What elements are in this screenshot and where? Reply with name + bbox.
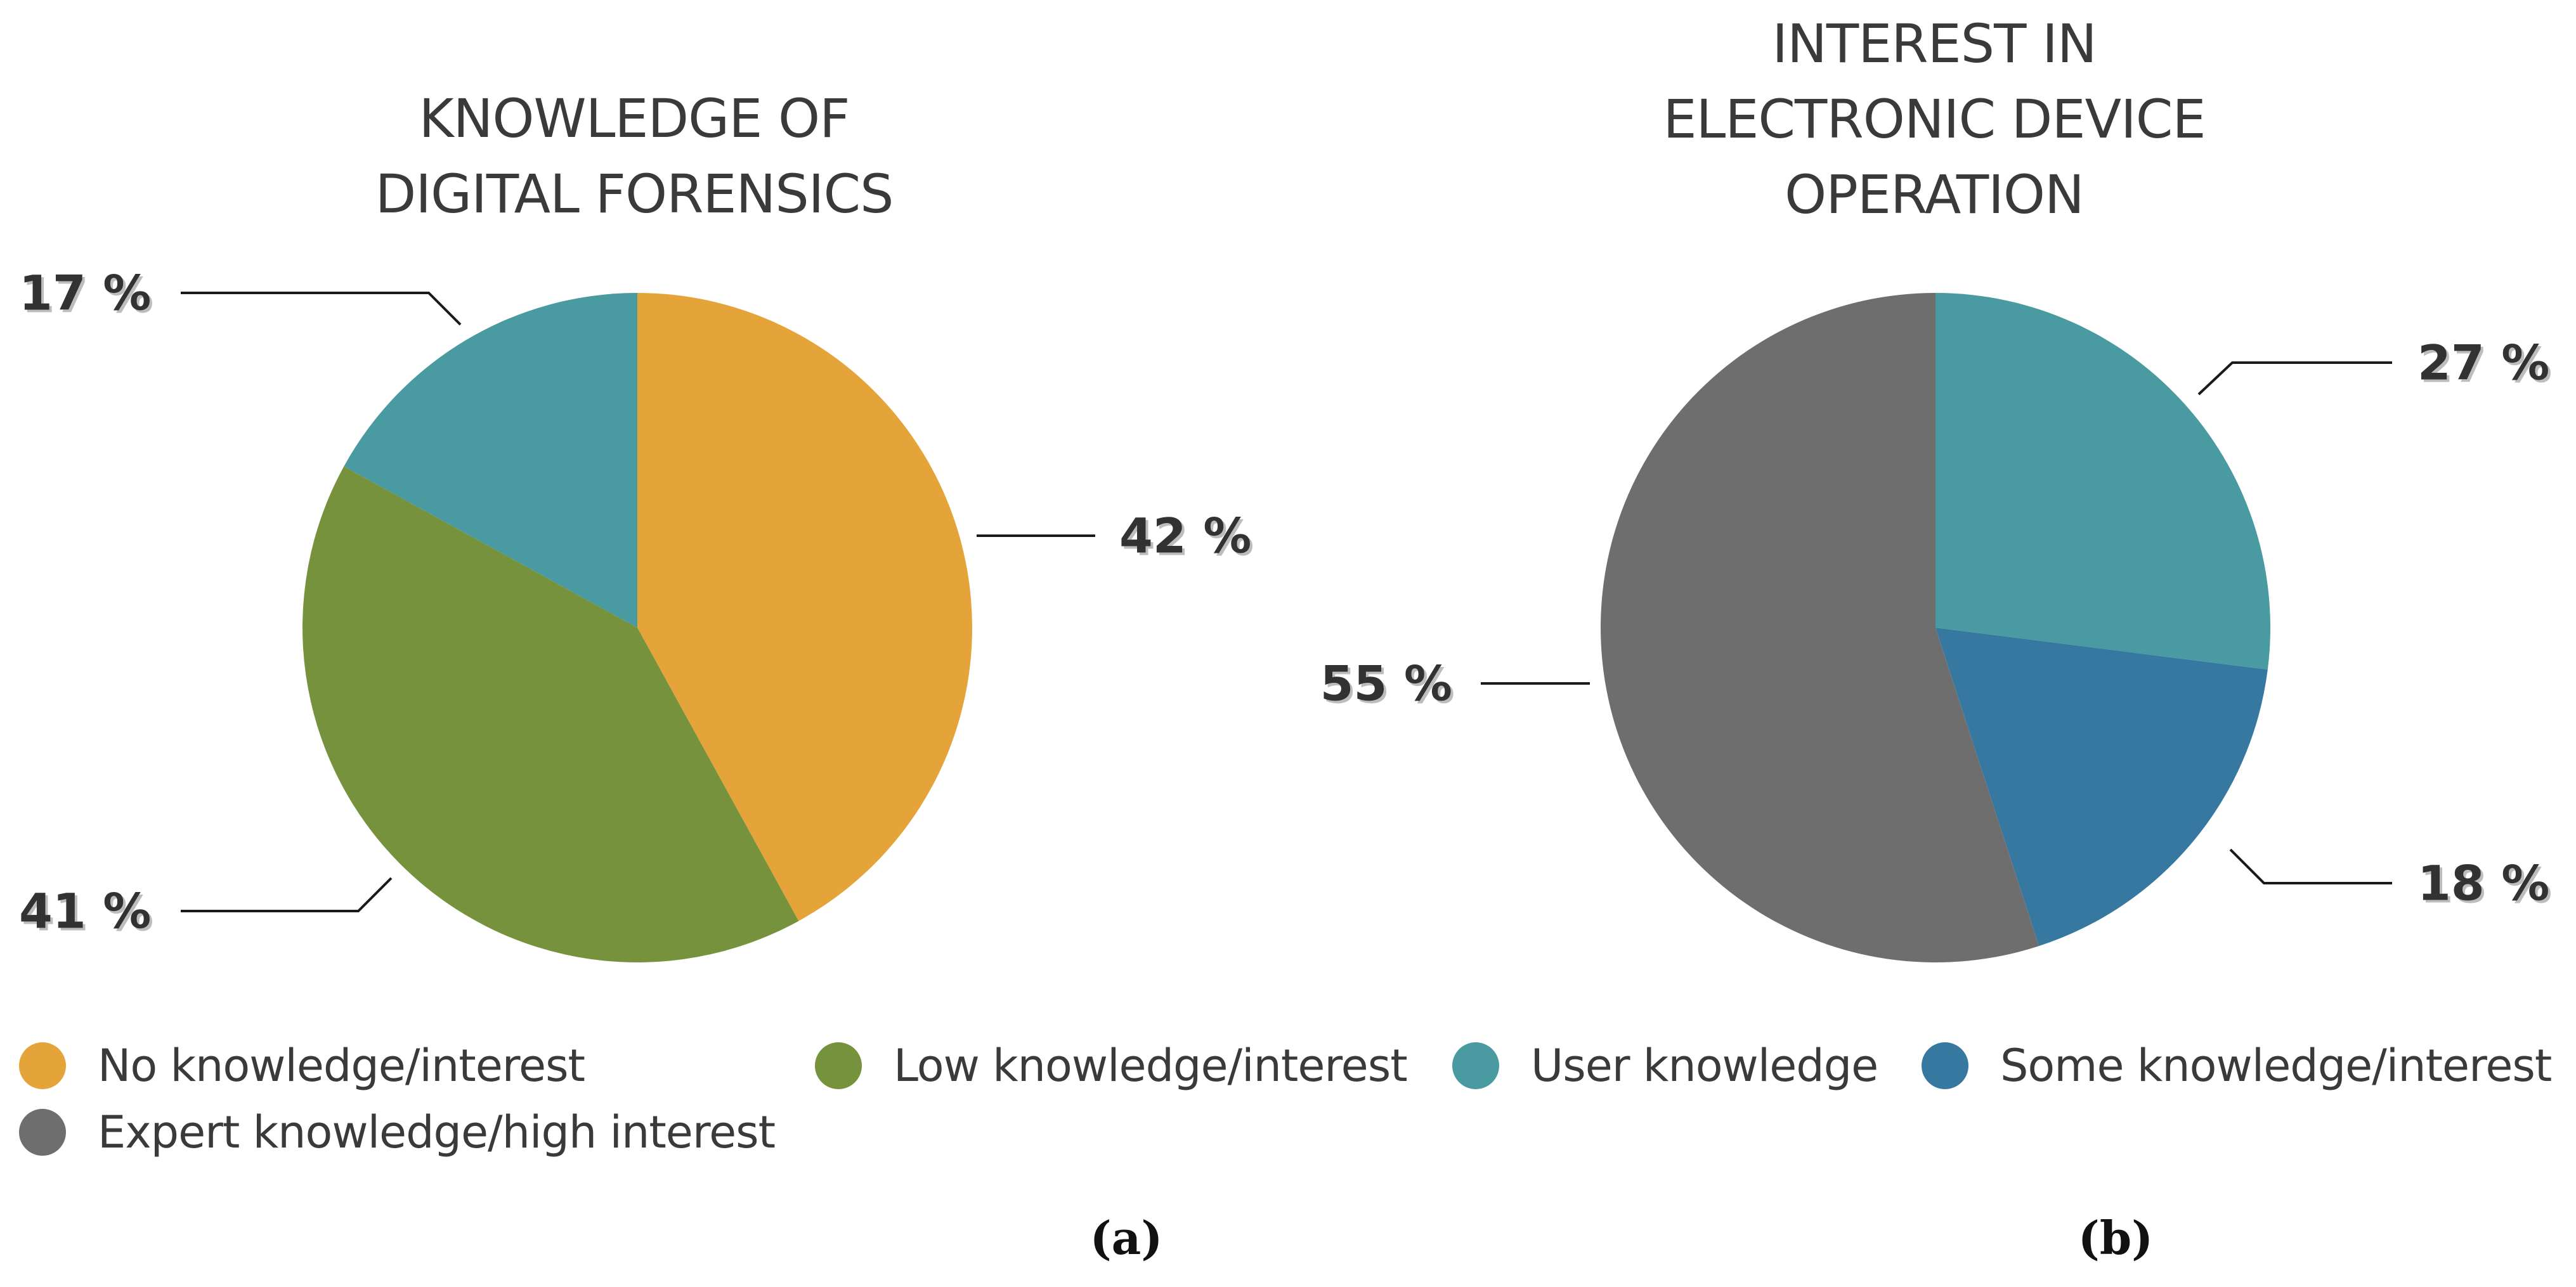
legend-item-expert-knowledge: Expert knowledge/high interest xyxy=(19,1106,776,1158)
legend-label-expert-knowledge: Expert knowledge/high interest xyxy=(98,1106,776,1158)
pie-b-data-label-expert-knowledge-high-interest: 55 % xyxy=(1320,656,1452,712)
legend: No knowledge/interest Low knowledge/inte… xyxy=(19,1040,2562,1167)
chart-b-title-line-2: ELECTRONIC DEVICE xyxy=(1663,88,2206,150)
subfigure-label-b: (b) xyxy=(2078,1211,2154,1265)
legend-label-some-knowledge: Some knowledge/interest xyxy=(2000,1040,2552,1092)
chart-b-title: INTEREST IN ELECTRONIC DEVICE OPERATION xyxy=(1554,6,2315,233)
pie-a-slice-no-knowledge-interest xyxy=(637,293,973,921)
legend-label-user-knowledge: User knowledge xyxy=(1531,1040,1878,1092)
pie-a-leader-line-user-knowledge xyxy=(181,292,462,326)
legend-swatch-user-knowledge xyxy=(1452,1042,1499,1089)
legend-swatch-expert-knowledge xyxy=(19,1109,66,1156)
pie-b-slice-some-knowledge-interest xyxy=(1935,628,2268,947)
legend-swatch-low-knowledge xyxy=(815,1042,862,1089)
pie-chart-b: 27 % 18 % 55 % xyxy=(1320,293,2549,962)
pie-b-data-label-user-knowledge: 27 % xyxy=(2417,335,2549,391)
legend-label-no-knowledge: No knowledge/interest xyxy=(98,1040,585,1092)
pie-a-data-label-no-knowledge-interest: 42 % xyxy=(1119,508,1251,564)
legend-label-low-knowledge: Low knowledge/interest xyxy=(894,1040,1408,1092)
pie-b-leader-line-user-knowledge xyxy=(2197,361,2392,396)
chart-b-title-line-1: INTEREST IN xyxy=(1772,13,2097,75)
chart-a-title-line-1: KNOWLEDGE OF xyxy=(419,87,850,150)
legend-item-some-knowledge: Some knowledge/interest xyxy=(1922,1040,2552,1092)
legend-swatch-some-knowledge xyxy=(1922,1042,1968,1089)
legend-item-low-knowledge: Low knowledge/interest xyxy=(815,1040,1408,1092)
legend-swatch-no-knowledge xyxy=(19,1042,66,1089)
chart-b-title-line-3: OPERATION xyxy=(1785,164,2085,226)
pie-b-slice-user-knowledge xyxy=(1935,293,2270,670)
pie-a-slice-low-knowledge-interest xyxy=(302,466,799,963)
legend-item-user-knowledge: User knowledge xyxy=(1452,1040,1878,1092)
chart-a-title-line-2: DIGITAL FORENSICS xyxy=(375,163,894,225)
pie-a-data-label-user-knowledge: 17 % xyxy=(19,265,151,321)
pie-chart-a: 42 % 41 % 17 % xyxy=(19,265,1251,963)
pie-b-data-label-some-knowledge-interest: 18 % xyxy=(2417,855,2549,912)
chart-a-title: KNOWLEDGE OF DIGITAL FORENSICS xyxy=(254,81,1015,232)
pie-b-slice-expert-knowledge-high-interest xyxy=(1601,293,2039,962)
pie-a-leader-line-low-knowledge-interest xyxy=(181,877,393,912)
legend-item-no-knowledge: No knowledge/interest xyxy=(19,1040,585,1092)
pie-b-leader-line-some-knowledge-interest xyxy=(2229,848,2392,884)
subfigure-label-a: (a) xyxy=(1090,1211,1163,1265)
pie-a-data-label-low-knowledge-interest: 41 % xyxy=(19,883,151,940)
pie-a-slice-user-knowledge xyxy=(344,293,637,628)
